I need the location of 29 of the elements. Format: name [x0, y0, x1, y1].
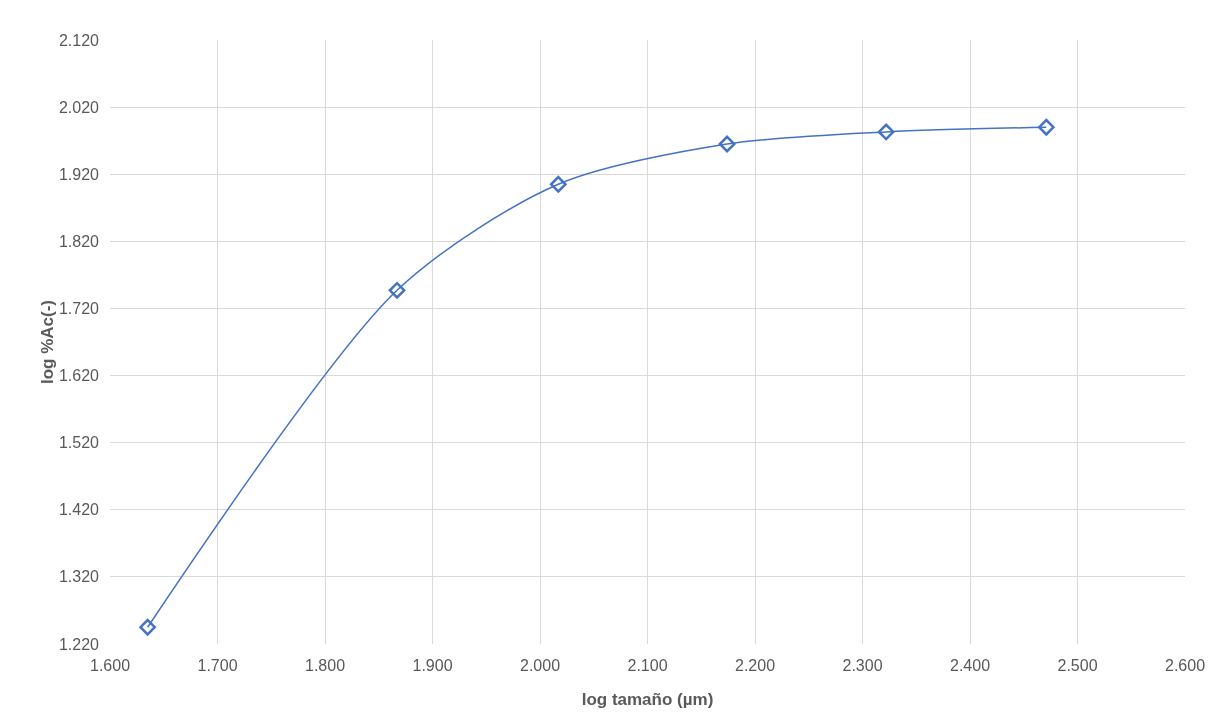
x-tick-label: 2.000 [519, 657, 561, 674]
x-tick-label: 2.500 [1057, 657, 1098, 674]
x-tick-label: 2.400 [949, 657, 991, 674]
y-tick-label: 1.320 [58, 568, 100, 586]
y-tick-label: 1.520 [58, 434, 100, 452]
point [388, 281, 406, 299]
y-tick-label: 1.220 [58, 635, 100, 653]
x-tick-label: 2.200 [734, 657, 776, 674]
y-tick-label: 1.420 [58, 501, 100, 519]
x-axis-title: log tamaño (µm) [581, 690, 714, 709]
y-tick-label: 2.120 [58, 31, 100, 49]
x-tick-label: 2.600 [1164, 657, 1206, 674]
x-tick-label: 1.600 [89, 657, 131, 674]
point [549, 175, 567, 193]
x-tick-label: 2.100 [627, 657, 668, 674]
y-axis-title: log %Ac(-) [37, 299, 57, 385]
x-tick-label: 2.300 [842, 657, 883, 674]
point [877, 123, 895, 141]
point [139, 618, 157, 636]
x-tick-label: 1.800 [304, 657, 346, 674]
y-tick-label: 1.920 [58, 165, 100, 183]
point [1037, 118, 1055, 136]
y-tick-label: 1.820 [58, 232, 100, 250]
y-tick-label: 1.620 [58, 367, 100, 385]
x-tick-label: 1.700 [197, 657, 238, 674]
y-tick-label: 1.720 [58, 300, 100, 318]
point [718, 135, 736, 153]
y-tick-label: 2.020 [58, 98, 100, 116]
x-tick-label: 1.900 [412, 657, 453, 674]
